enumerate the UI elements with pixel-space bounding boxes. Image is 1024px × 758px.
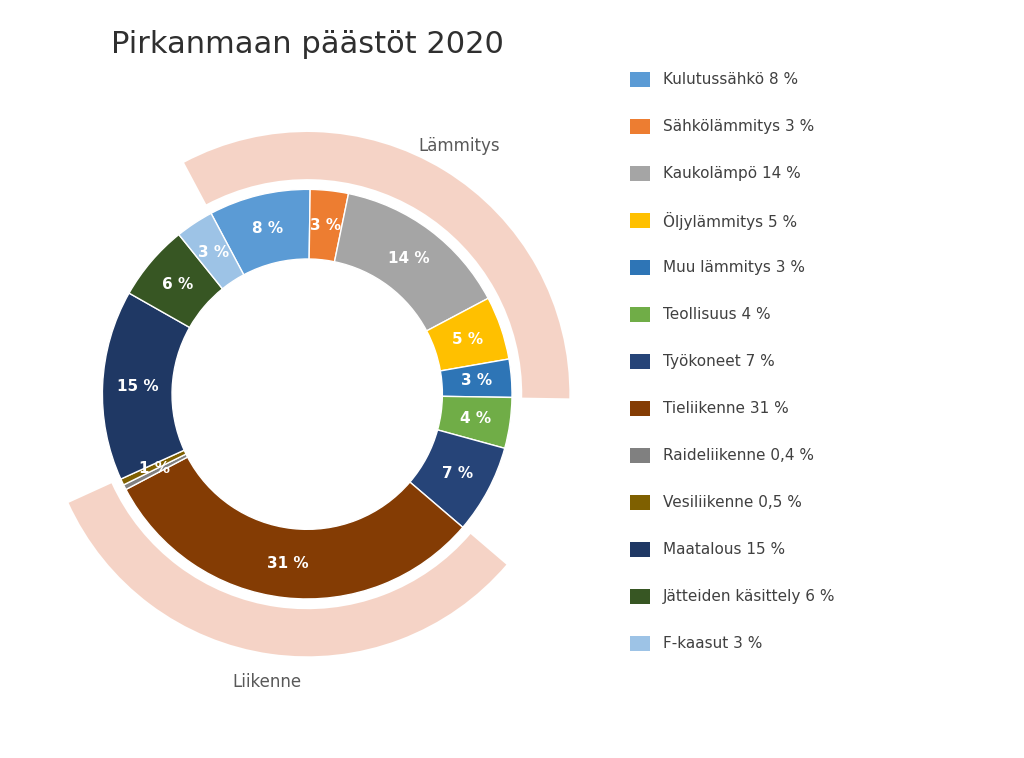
Wedge shape bbox=[437, 396, 512, 448]
Wedge shape bbox=[440, 359, 512, 397]
Text: Sähkölämmitys 3 %: Sähkölämmitys 3 % bbox=[663, 119, 814, 134]
Text: Öljylämmitys 5 %: Öljylämmitys 5 % bbox=[663, 211, 797, 230]
Wedge shape bbox=[121, 450, 186, 485]
Wedge shape bbox=[126, 457, 463, 599]
Wedge shape bbox=[211, 190, 310, 275]
Wedge shape bbox=[179, 213, 244, 289]
Wedge shape bbox=[427, 299, 509, 371]
Text: Työkoneet 7 %: Työkoneet 7 % bbox=[663, 354, 774, 369]
Text: 31 %: 31 % bbox=[267, 556, 309, 571]
Text: Pirkanmaan päästöt 2020: Pirkanmaan päästöt 2020 bbox=[111, 30, 504, 59]
Wedge shape bbox=[69, 484, 506, 656]
Text: Raideliikenne 0,4 %: Raideliikenne 0,4 % bbox=[663, 448, 813, 463]
Text: 4 %: 4 % bbox=[460, 411, 492, 426]
Text: 15 %: 15 % bbox=[117, 379, 158, 394]
Wedge shape bbox=[124, 454, 187, 490]
Text: 5 %: 5 % bbox=[453, 331, 483, 346]
Text: 3 %: 3 % bbox=[461, 374, 493, 388]
Text: Kulutussähkö 8 %: Kulutussähkö 8 % bbox=[663, 72, 798, 87]
Text: Lämmitys: Lämmitys bbox=[418, 137, 500, 155]
Text: 1 %: 1 % bbox=[139, 462, 170, 477]
Wedge shape bbox=[184, 132, 569, 399]
Text: 8 %: 8 % bbox=[252, 221, 283, 236]
Text: Muu lämmitys 3 %: Muu lämmitys 3 % bbox=[663, 260, 805, 275]
Wedge shape bbox=[309, 190, 348, 262]
Text: Jätteiden käsittely 6 %: Jätteiden käsittely 6 % bbox=[663, 589, 835, 604]
Wedge shape bbox=[335, 193, 488, 331]
Text: 14 %: 14 % bbox=[388, 251, 430, 265]
Text: Kaukolämpö 14 %: Kaukolämpö 14 % bbox=[663, 166, 801, 181]
Wedge shape bbox=[102, 293, 189, 479]
Text: 7 %: 7 % bbox=[441, 466, 473, 481]
Text: Tieliikenne 31 %: Tieliikenne 31 % bbox=[663, 401, 788, 416]
Text: F-kaasut 3 %: F-kaasut 3 % bbox=[663, 636, 762, 651]
Text: Vesiliikenne 0,5 %: Vesiliikenne 0,5 % bbox=[663, 495, 802, 510]
Text: 6 %: 6 % bbox=[162, 277, 194, 292]
Wedge shape bbox=[410, 430, 505, 528]
Text: 3 %: 3 % bbox=[198, 245, 229, 260]
Text: Liikenne: Liikenne bbox=[232, 673, 301, 691]
Text: 3 %: 3 % bbox=[310, 218, 341, 233]
Wedge shape bbox=[129, 234, 222, 327]
Text: Teollisuus 4 %: Teollisuus 4 % bbox=[663, 307, 770, 322]
Text: Maatalous 15 %: Maatalous 15 % bbox=[663, 542, 784, 557]
